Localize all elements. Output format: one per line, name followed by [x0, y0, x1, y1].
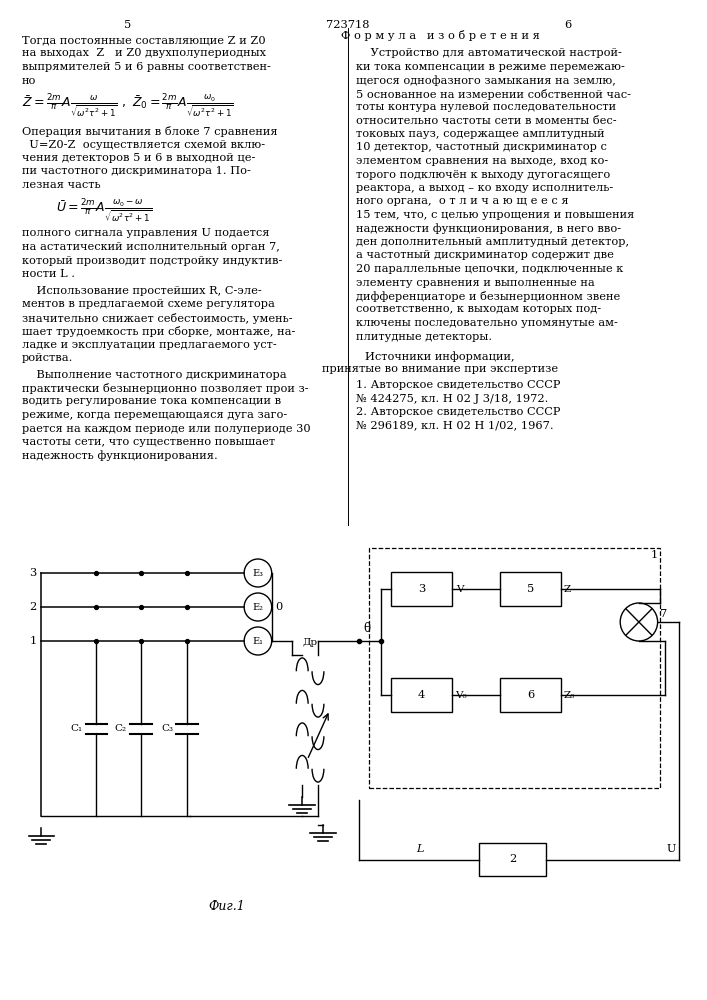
Text: ности L .: ности L .: [22, 269, 75, 279]
Text: 6: 6: [527, 690, 534, 700]
Text: 1: 1: [29, 636, 37, 646]
Text: E₁: E₁: [252, 637, 264, 646]
Text: но: но: [22, 76, 36, 86]
Bar: [479, 843, 547, 876]
Text: ментов в предлагаемой схеме регулятора: ментов в предлагаемой схеме регулятора: [22, 299, 274, 309]
Text: который производит подстройку индуктив-: который производит подстройку индуктив-: [22, 255, 282, 265]
Bar: [500, 678, 561, 712]
Text: рается на каждом периоде или полупериоде 30: рается на каждом периоде или полупериоде…: [22, 424, 310, 434]
Text: 20 параллельные цепочки, подключенные к: 20 параллельные цепочки, подключенные к: [356, 264, 624, 274]
Text: Тогда постоянные составляющие Z и Z0: Тогда постоянные составляющие Z и Z0: [22, 35, 265, 45]
Text: шает трудоемкость при сборке, монтаже, на-: шает трудоемкость при сборке, монтаже, н…: [22, 326, 295, 337]
Text: относительно частоты сети в моменты бес-: относительно частоты сети в моменты бес-: [356, 115, 617, 125]
Text: выпрямителей 5 и 6 равны соответствен-: выпрямителей 5 и 6 равны соответствен-: [22, 62, 271, 72]
Text: ключены последовательно упомянутые ам-: ключены последовательно упомянутые ам-: [356, 318, 618, 328]
Text: чения детекторов 5 и 6 в выходной це-: чения детекторов 5 и 6 в выходной це-: [22, 153, 255, 163]
Text: Выполнение частотного дискриминатора: Выполнение частотного дискриминатора: [22, 369, 286, 379]
Text: C₁: C₁: [71, 724, 83, 733]
Text: 2: 2: [509, 854, 517, 864]
Bar: [391, 572, 452, 606]
Text: плитудные детекторы.: плитудные детекторы.: [356, 332, 493, 342]
Text: тоты контура нулевой последовательности: тоты контура нулевой последовательности: [356, 102, 617, 112]
Text: ден дополнительный амплитудный детектор,: ден дополнительный амплитудный детектор,: [356, 237, 629, 247]
Text: реактора, а выход – ко входу исполнитель-: реактора, а выход – ко входу исполнитель…: [356, 183, 614, 193]
Text: 5: 5: [527, 584, 534, 594]
Text: 1: 1: [650, 550, 658, 560]
Text: значительно снижает себестоимость, умень-: значительно снижает себестоимость, умень…: [22, 312, 292, 324]
Text: 3: 3: [418, 584, 425, 594]
Text: элементом сравнения на выходе, вход ко-: элементом сравнения на выходе, вход ко-: [356, 156, 609, 166]
Text: Др: Др: [303, 638, 317, 647]
Text: 2. Авторское свидетельство СССР: 2. Авторское свидетельство СССР: [356, 407, 561, 417]
Text: U=Z0-Z  осуществляется схемой вклю-: U=Z0-Z осуществляется схемой вклю-: [22, 139, 265, 149]
Bar: [500, 572, 561, 606]
Text: режиме, когда перемещающаяся дуга заго-: режиме, когда перемещающаяся дуга заго-: [22, 410, 287, 420]
Text: надежности функционирования, в него вво-: надежности функционирования, в него вво-: [356, 224, 621, 234]
Text: 3: 3: [29, 568, 37, 578]
Text: торого подключён к выходу дугогасящего: торого подключён к выходу дугогасящего: [356, 169, 611, 180]
Text: частоты сети, что существенно повышает: частоты сети, что существенно повышает: [22, 437, 275, 447]
Text: № 424275, кл. Н 02 J 3/18, 1972.: № 424275, кл. Н 02 J 3/18, 1972.: [356, 393, 549, 403]
Text: щегося однофазного замыкания на землю,: щегося однофазного замыкания на землю,: [356, 75, 617, 86]
Text: ки тока компенсации в режиме перемежаю-: ки тока компенсации в режиме перемежаю-: [356, 62, 625, 72]
Text: Z: Z: [563, 584, 571, 593]
Text: дифференциаторе и безынерционном звене: дифференциаторе и безынерционном звене: [356, 291, 621, 302]
Text: θ: θ: [363, 622, 370, 635]
Text: 0: 0: [276, 602, 283, 612]
Text: токовых пауз, содержащее амплитудный: токовых пауз, содержащее амплитудный: [356, 129, 605, 139]
Text: Операция вычитания в блоке 7 сравнения: Операция вычитания в блоке 7 сравнения: [22, 126, 277, 137]
Text: 5: 5: [124, 20, 132, 30]
Text: E₃: E₃: [252, 568, 264, 578]
Text: практически безынерционно позволяет прои з-: практически безынерционно позволяет прои…: [22, 383, 308, 394]
Text: C₂: C₂: [115, 724, 127, 733]
Text: а частотный дискриминатор содержит две: а частотный дискриминатор содержит две: [356, 250, 614, 260]
Text: L: L: [416, 844, 423, 854]
Text: водить регулирование тока компенсации в: водить регулирование тока компенсации в: [22, 396, 281, 406]
Text: ного органа,  о т л и ч а ю щ е е с я: ного органа, о т л и ч а ю щ е е с я: [356, 196, 569, 207]
Text: Ф о р м у л а   и з о б р е т е н и я: Ф о р м у л а и з о б р е т е н и я: [341, 30, 539, 41]
Text: соответственно, к выходам которых под-: соответственно, к выходам которых под-: [356, 304, 602, 314]
Text: $\bar{Z}=\frac{2m}{\pi}A\frac{\omega}{\sqrt{\omega^{2}\tau^{2}+1}}$$\ ,\ \bar{Z}: $\bar{Z}=\frac{2m}{\pi}A\frac{\omega}{\s…: [22, 93, 233, 119]
Text: надежность функционирования.: надежность функционирования.: [22, 450, 218, 461]
Bar: [391, 678, 452, 712]
Text: 4: 4: [418, 690, 425, 700]
Text: Источники информации,: Источники информации,: [366, 351, 515, 362]
Text: ладке и эксплуатации предлагаемого уст-: ладке и эксплуатации предлагаемого уст-: [22, 340, 276, 350]
Text: Фиг.1: Фиг.1: [208, 900, 245, 913]
Text: 1. Авторское свидетельство СССР: 1. Авторское свидетельство СССР: [356, 380, 561, 390]
Text: 723718: 723718: [326, 20, 369, 30]
Text: 10 детектор, частотный дискриминатор с: 10 детектор, частотный дискриминатор с: [356, 142, 607, 152]
Text: на астатический исполнительный орган 7,: на астатический исполнительный орган 7,: [22, 242, 279, 252]
Text: 15 тем, что, с целью упрощения и повышения: 15 тем, что, с целью упрощения и повышен…: [356, 210, 635, 220]
Text: V₀: V₀: [455, 690, 467, 700]
Text: лезная часть: лезная часть: [22, 180, 100, 190]
Text: 2: 2: [29, 602, 37, 612]
Text: Устройство для автоматической настрой-: Устройство для автоматической настрой-: [356, 48, 622, 58]
Text: $\bar{U}=\frac{2m}{\pi}A\frac{\omega_{0}-\omega}{\sqrt{\omega^{2}\tau^{2}+1}}$: $\bar{U}=\frac{2m}{\pi}A\frac{\omega_{0}…: [56, 197, 153, 224]
Text: V: V: [456, 584, 463, 593]
Bar: [369, 548, 660, 788]
Text: Z₀: Z₀: [563, 690, 575, 700]
Text: элементу сравнения и выполненные на: элементу сравнения и выполненные на: [356, 277, 595, 288]
Text: полного сигнала управления U подается: полного сигнала управления U подается: [22, 229, 269, 238]
Text: 6: 6: [564, 20, 572, 30]
Text: пи частотного дискриминатора 1. По-: пи частотного дискриминатора 1. По-: [22, 166, 250, 176]
Text: принятые во внимание при экспертизе: принятые во внимание при экспертизе: [322, 364, 558, 374]
Text: E₂: E₂: [252, 602, 264, 611]
Text: Использование простейших R, С-эле-: Использование простейших R, С-эле-: [22, 286, 262, 296]
Text: 5 основанное на измерении собственной час-: 5 основанное на измерении собственной ча…: [356, 89, 631, 100]
Text: C₃: C₃: [161, 724, 173, 733]
Text: 7: 7: [660, 609, 667, 619]
Text: № 296189, кл. Н 02 Н 1/02, 1967.: № 296189, кл. Н 02 Н 1/02, 1967.: [356, 420, 554, 430]
Text: ройства.: ройства.: [22, 353, 73, 363]
Text: на выходах  Z   и Z0 двухполупериодных: на выходах Z и Z0 двухполупериодных: [22, 48, 266, 58]
Text: U: U: [666, 844, 675, 854]
